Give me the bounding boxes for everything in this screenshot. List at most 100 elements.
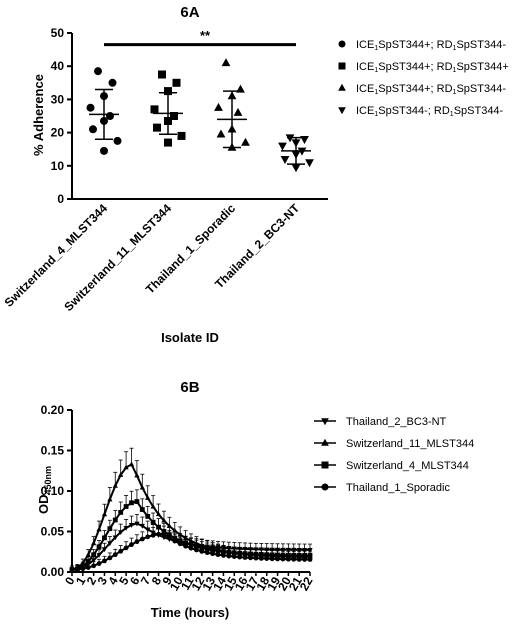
chart-b-data-point xyxy=(139,523,145,529)
chart-b-data-point xyxy=(188,545,194,551)
chart-b-data-point xyxy=(237,554,243,560)
chart-b-data-point xyxy=(107,526,113,532)
chart-a-legend-label: ICE1SpST344-; RD1SpST344- xyxy=(356,105,504,118)
chart-b-data-point xyxy=(275,556,280,562)
chart-b-data-point xyxy=(85,552,91,557)
chart-b-data-point xyxy=(91,552,97,558)
chart-a-legend-marker xyxy=(338,107,346,115)
chart-b-x-tick-label: 12 xyxy=(189,574,208,593)
chart-b-data-point xyxy=(302,557,307,562)
chart-b-data-point xyxy=(156,531,161,537)
chart-a-significance-label: ** xyxy=(200,28,211,43)
chart-b-data-point xyxy=(145,513,151,519)
chart-b-ylabel: OD450nm xyxy=(36,466,53,514)
chart-b-data-point xyxy=(204,550,210,556)
chart-b-data-point xyxy=(123,504,129,509)
chart-a-title: 6A xyxy=(180,4,199,21)
chart-b-x-tick-label: 13 xyxy=(199,574,218,593)
chart-a-legend-label: ICE1SpST344+; RD1SpST344+ xyxy=(356,61,509,74)
chart-b-data-point xyxy=(253,555,259,561)
chart-b-data-point xyxy=(123,526,129,531)
chart-a-data-point xyxy=(164,138,172,147)
chart-a-y-tick-label: 50 xyxy=(51,26,65,40)
chart-b-ylabel-sub: 450nm xyxy=(43,466,53,495)
chart-b-data-point xyxy=(269,556,275,562)
chart-b-title: 6B xyxy=(180,379,199,396)
chart-b-data-point xyxy=(145,534,151,540)
chart-b-data-point xyxy=(285,556,291,562)
chart-b-data-point xyxy=(128,461,135,467)
chart-b-x-tick-label: 15 xyxy=(221,574,240,593)
chart-a-data-point xyxy=(177,131,186,140)
chart-b-data-point xyxy=(264,556,270,562)
chart-b-data-point xyxy=(161,535,167,541)
chart-a-category-label: Switzerland_11_MLST344 xyxy=(61,201,174,314)
chart-a-data-point xyxy=(153,123,161,132)
chart-b-data-point xyxy=(150,519,156,525)
chart-a-data-point xyxy=(113,136,122,145)
chart-b-y-tick-label: 0.05 xyxy=(41,525,65,539)
chart-b-data-point xyxy=(112,517,118,523)
chart-b-data-point xyxy=(134,521,140,527)
chart-b-data-point xyxy=(112,535,118,541)
chart-a-legend-marker xyxy=(338,40,346,48)
chart-b-data-point xyxy=(139,536,145,542)
chart-b-y-tick-label: 0.00 xyxy=(41,565,65,579)
chart-a-data-point xyxy=(233,107,243,116)
chart-a-data-point xyxy=(285,134,295,143)
chart-b-data-point xyxy=(161,517,167,523)
chart-b-y-tick-label: 0.15 xyxy=(41,444,65,458)
chart-a-data-point xyxy=(278,142,287,151)
chart-a-data-point xyxy=(241,137,250,146)
chart-a-y-tick-label: 0 xyxy=(57,192,64,206)
chart-b-x-tick-label: 10 xyxy=(167,574,186,593)
chart-b-data-point xyxy=(280,556,286,562)
chart-b-data-point xyxy=(134,499,140,504)
chart-b-x-tick-label: 19 xyxy=(264,574,283,593)
chart-a-legend-marker xyxy=(338,83,346,91)
chart-b-data-point xyxy=(161,531,167,537)
chart-b-data-point xyxy=(139,484,145,490)
chart-b-data-point xyxy=(112,552,118,558)
chart-b-legend-marker xyxy=(321,418,329,426)
chart-b-data-point xyxy=(102,535,107,541)
chart-a-data-point xyxy=(94,67,102,76)
chart-a-data-point xyxy=(150,105,159,114)
chart-b-data-point xyxy=(129,542,134,548)
chart-a-group-3 xyxy=(214,58,250,151)
chart-b-data-point xyxy=(123,464,129,470)
chart-b-data-point xyxy=(118,548,124,554)
svg-text:OD450nm: OD450nm xyxy=(36,466,53,514)
chart-b-x-tick-label: 18 xyxy=(254,574,273,593)
chart-b-data-point xyxy=(107,555,113,561)
chart-b-data-point xyxy=(307,557,313,562)
chart-a-data-point xyxy=(89,125,97,134)
chart-b-x-tick-label: 17 xyxy=(243,574,262,593)
chart-a-data-point xyxy=(170,112,178,120)
chart-b-data-point xyxy=(101,511,108,517)
chart-b-data-point xyxy=(215,552,221,558)
chart-b-data-point xyxy=(96,553,102,558)
chart-a-y-tick-label: 20 xyxy=(51,126,65,140)
chart-b-data-point xyxy=(85,558,91,564)
chart-b-data-point xyxy=(75,566,80,572)
chart-b-data-point xyxy=(145,495,151,500)
chart-a-data-point xyxy=(216,129,226,138)
chart-b-data-point xyxy=(166,523,173,528)
chart-b-data-point xyxy=(226,553,232,559)
chart-b-xlabel: Time (hours) xyxy=(151,605,230,620)
chart-b-data-point xyxy=(177,541,183,547)
chart-b-y-tick-label: 0.20 xyxy=(41,403,65,417)
chart-b-data-point xyxy=(96,561,102,566)
chart-b-data-point xyxy=(221,552,226,558)
chart-b-data-point xyxy=(150,503,156,509)
chart-b-data-point xyxy=(194,547,199,553)
chart-b-data-point xyxy=(96,544,102,550)
chart-b-y-tick-label: 0.10 xyxy=(41,484,65,498)
chart-b-data-point xyxy=(69,567,75,572)
chart-b-data-point xyxy=(296,556,302,562)
chart-b-x-tick-label: 22 xyxy=(297,574,316,593)
chart-b-legend-marker xyxy=(321,438,329,446)
chart-a-group-1 xyxy=(86,67,122,155)
